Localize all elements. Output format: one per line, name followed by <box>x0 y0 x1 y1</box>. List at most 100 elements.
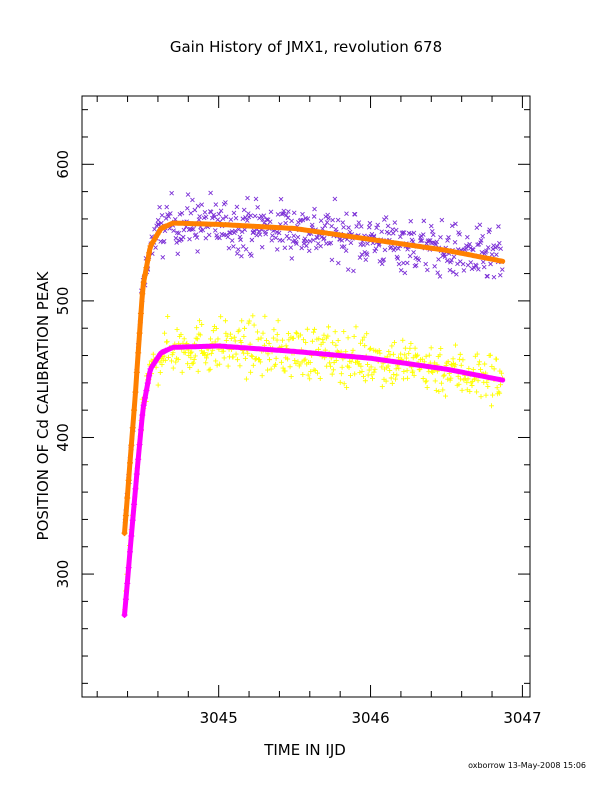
scatter-point-plus <box>224 333 230 339</box>
scatter-point-x <box>444 258 450 264</box>
scatter-point-plus <box>350 347 356 353</box>
scatter-point-x <box>312 206 317 212</box>
scatter-point-plus <box>263 337 269 343</box>
fit-marker <box>143 264 150 271</box>
scatter-point-plus <box>406 350 412 356</box>
scatter-point-plus <box>372 366 378 372</box>
scatter-point-x <box>330 217 335 223</box>
scatter-point-x <box>234 204 240 210</box>
scatter-point-x <box>283 220 288 226</box>
scatter-point-x <box>278 196 284 202</box>
scatter-point-plus <box>371 369 377 375</box>
scatter-point-x <box>419 238 425 243</box>
scatter-point-x <box>175 251 181 257</box>
scatter-point-plus <box>307 376 313 382</box>
scatter-point-x <box>457 232 462 237</box>
scatter-point-x <box>427 238 433 243</box>
scatter-point-x <box>156 222 162 227</box>
fit-marker <box>124 494 131 501</box>
scatter-point-plus <box>402 345 408 351</box>
scatter-point-x <box>309 222 315 228</box>
scatter-point-x <box>436 257 441 262</box>
scatter-point-plus <box>403 355 409 361</box>
scatter-point-x <box>453 221 458 227</box>
scatter-point-plus <box>470 367 476 373</box>
scatter-point-x <box>381 257 387 262</box>
scatter-point-x <box>269 237 275 243</box>
scatter-point-x <box>496 224 501 229</box>
scatter-point-plus <box>227 331 233 337</box>
scatter-point-plus <box>393 366 399 372</box>
scatter-point-plus <box>339 364 345 370</box>
scatter-point-plus <box>213 358 219 364</box>
scatter-point-x <box>206 232 212 238</box>
scatter-point-plus <box>258 335 264 341</box>
scatter-point-plus <box>408 341 414 347</box>
scatter-point-plus <box>193 335 199 341</box>
scatter-point-plus <box>315 370 321 376</box>
scatter-point-x <box>315 235 320 241</box>
scatter-point-plus <box>195 368 201 374</box>
scatter-point-plus <box>178 332 184 338</box>
scatter-point-plus <box>221 348 227 354</box>
scatter-point-x <box>299 245 305 251</box>
x-tick-label: 3045 <box>200 709 238 727</box>
scatter-point-x <box>155 222 161 227</box>
y-axis-label: POSITION OF Cd CALIBRATION PEAK <box>34 270 52 540</box>
scatter-point-x <box>467 241 472 247</box>
fit-marker <box>126 548 133 555</box>
scatter-point-x <box>429 229 435 234</box>
scatter-point-x <box>185 192 191 197</box>
scatter-point-x <box>329 223 334 229</box>
fit-marker <box>146 249 153 256</box>
scatter-point-x <box>238 237 243 243</box>
scatter-point-x <box>300 217 306 223</box>
scatter-point-plus <box>275 318 281 324</box>
scatter-point-plus <box>199 322 205 328</box>
scatter-point-x <box>363 257 369 262</box>
axis-tick-labels: 3045 3046 3047 300 400 500 600 <box>54 150 542 727</box>
scatter-point-plus <box>201 350 207 356</box>
scatter-point-x <box>468 260 474 265</box>
scatter-point-plus <box>345 335 351 341</box>
scatter-point-plus <box>272 361 278 367</box>
fit-curve <box>122 220 506 536</box>
scatter-point-x <box>164 204 170 210</box>
scatter-point-plus <box>214 362 220 368</box>
scatter-point-plus <box>301 357 307 363</box>
scatter-point-plus <box>362 343 368 349</box>
scatter-point-plus <box>208 336 214 342</box>
scatter-point-plus <box>476 361 482 367</box>
scatter-point-x <box>332 196 338 202</box>
scatter-point-plus <box>182 350 188 356</box>
scatter-point-plus <box>203 360 209 366</box>
scatter-point-x <box>235 247 241 252</box>
scatter-point-plus <box>377 350 383 356</box>
scatter-point-x <box>233 215 239 221</box>
fit-marker <box>122 512 129 519</box>
fit-marker <box>144 380 151 387</box>
scatter-point-plus <box>236 327 242 333</box>
scatter-point-plus <box>205 352 211 358</box>
scatter-point-plus <box>300 371 306 377</box>
scatter-point-x <box>367 220 373 226</box>
scatter-point-x <box>407 253 413 259</box>
fit-marker <box>133 369 140 376</box>
scatter-point-plus <box>385 363 391 369</box>
scatter-point-x <box>218 208 224 214</box>
scatter-point-plus <box>256 357 262 363</box>
scatter-point-x <box>392 220 398 225</box>
scatter-point-plus <box>230 354 236 360</box>
scatter-point-plus <box>198 348 204 354</box>
scatter-point-plus <box>428 345 434 351</box>
scatter-point-plus <box>298 332 304 338</box>
scatter-point-x <box>494 244 500 249</box>
scatter-point-plus <box>412 345 418 351</box>
scatter-point-plus <box>394 372 400 378</box>
scatter-point-x <box>307 238 313 244</box>
scatter-point-plus <box>274 337 280 343</box>
scatter-point-x <box>300 211 305 217</box>
scatter-point-plus <box>320 339 326 345</box>
scatter-point-plus <box>308 368 314 374</box>
y-tick-label: 600 <box>54 150 72 179</box>
